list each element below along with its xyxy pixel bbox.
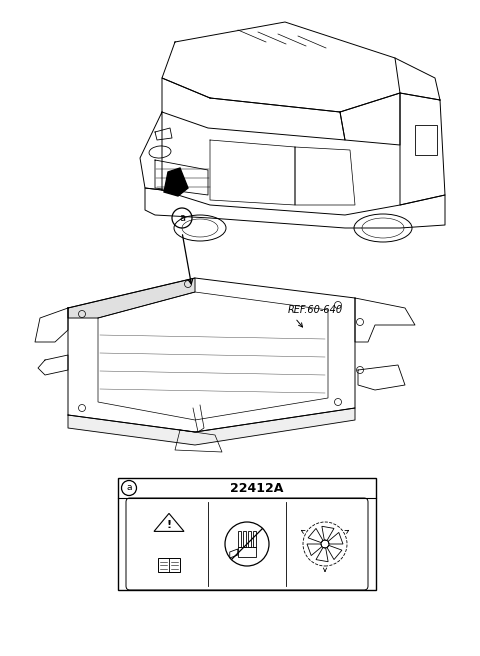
Text: 22412A: 22412A — [230, 482, 284, 495]
Bar — [158, 558, 180, 572]
Bar — [415, 125, 437, 155]
Polygon shape — [68, 278, 195, 318]
Bar — [248, 531, 251, 547]
Text: a: a — [126, 483, 132, 493]
Polygon shape — [68, 408, 355, 445]
Bar — [238, 531, 241, 547]
Bar — [253, 531, 256, 547]
Text: REF.60-640: REF.60-640 — [288, 305, 343, 315]
Text: !: ! — [167, 520, 171, 530]
Bar — [118, 478, 376, 590]
Bar — [243, 531, 246, 547]
Bar — [238, 547, 256, 557]
Text: a: a — [179, 213, 185, 223]
Polygon shape — [164, 168, 188, 196]
